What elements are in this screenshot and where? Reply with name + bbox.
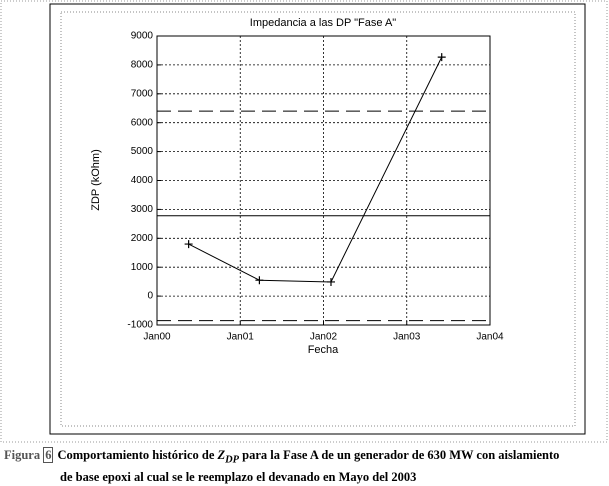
chart: Impedancia a las DP "Fase A" Fecha ZDP (… [0,0,608,443]
data-point [184,240,193,249]
y-tick-label: 2000 [131,233,154,244]
figure-frame [49,3,586,435]
x-tick-label: Jan03 [393,332,421,343]
x-tick-label: Jan04 [476,332,504,343]
caption-subscript: DP [225,454,240,466]
caption-number: 6 [43,447,54,463]
chart-title: Impedancia a las DP "Fase A" [250,17,397,29]
caption-label: Figura [4,448,41,462]
x-tick-label: Jan02 [310,332,338,343]
x-axis-label: Fecha [308,344,339,356]
outer-frame [0,0,608,443]
y-tick-label: 0 [147,291,153,302]
y-tick-label: 9000 [131,31,154,42]
y-tick-label: 6000 [131,117,154,128]
y-tick-label: 8000 [131,60,154,71]
y-tick-label: 3000 [131,204,154,215]
y-tick-label: 1000 [131,262,154,273]
caption-text: Comportamiento histórico de [57,448,218,462]
y-tick-label: 7000 [131,88,154,99]
y-axis-label: ZDP (kOhm) [90,149,102,211]
data-point [255,276,264,285]
caption-line-1: Figura 6 Comportamiento histórico de ZDP … [4,447,609,469]
data-point [437,53,446,62]
caption: Figura 6 Comportamiento histórico de ZDP … [4,447,609,486]
inner-frame [60,11,576,427]
plot-border [156,35,491,326]
x-tick-label: Jan01 [227,332,255,343]
data-line [188,56,443,283]
caption-text: para la Fase A de un generador de 630 MW… [242,448,560,462]
x-tick-label: Jan00 [143,332,171,343]
y-tick-label: 5000 [131,146,154,157]
data-point [326,277,335,286]
caption-symbol: Z [217,448,226,462]
y-tick-label: 4000 [131,175,154,186]
y-tick-label: -1000 [127,320,153,331]
caption-line-2: de base epoxi al cual se le reemplazo el… [60,469,417,484]
